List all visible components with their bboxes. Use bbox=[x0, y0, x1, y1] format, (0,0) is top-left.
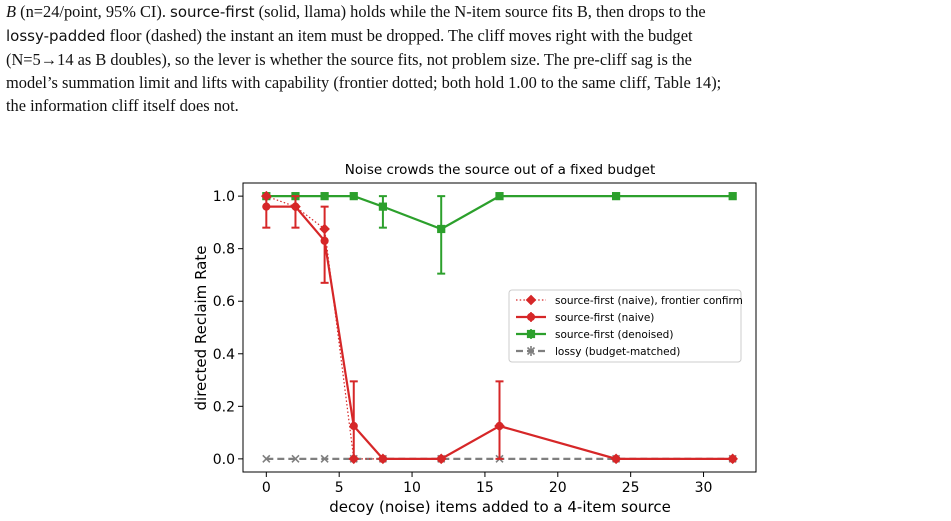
caption-line-2: lossy-padded floor (dashed) the instant … bbox=[6, 24, 946, 48]
legend-entry-label: lossy (budget-matched) bbox=[555, 346, 680, 358]
marker-stroke bbox=[262, 454, 271, 463]
caption-text: B bbox=[6, 2, 17, 21]
data-point bbox=[349, 192, 358, 201]
data-point bbox=[611, 192, 621, 201]
legend-swatch-marker bbox=[526, 312, 536, 322]
series-line bbox=[266, 195, 733, 231]
data-point bbox=[349, 421, 358, 431]
marker-stroke bbox=[320, 454, 329, 463]
data-point bbox=[261, 190, 272, 202]
x-tick-label: 0 bbox=[262, 480, 271, 496]
data-point bbox=[290, 201, 301, 212]
caption-line-1: B (n=24/point, 95% CI). source-first (so… bbox=[6, 0, 946, 24]
data-point bbox=[435, 453, 447, 465]
data-point bbox=[437, 224, 446, 234]
data-point bbox=[377, 453, 389, 465]
marker-stroke bbox=[526, 346, 536, 356]
legend-swatch-marker bbox=[526, 346, 536, 356]
caption-text: (solid, llama) holds while the N-item so… bbox=[254, 2, 706, 21]
marker-stroke bbox=[291, 454, 300, 463]
data-point bbox=[378, 202, 388, 211]
data-point bbox=[320, 192, 329, 201]
chart-title: Noise crowds the source out of a fixed b… bbox=[345, 162, 656, 178]
legend-box bbox=[508, 289, 742, 363]
data-point bbox=[727, 453, 738, 465]
y-tick-label: 0.2 bbox=[213, 399, 235, 415]
axes-frame bbox=[242, 182, 757, 473]
y-tick-label: 0.4 bbox=[213, 347, 235, 363]
data-point bbox=[319, 223, 330, 235]
legend-swatch-marker bbox=[525, 294, 537, 306]
term-source-first: source-first bbox=[170, 3, 255, 21]
y-axis-label: directed Reclaim Rate bbox=[192, 246, 210, 411]
caption-text: (n=24/point, 95% CI). bbox=[16, 2, 171, 21]
x-tick-label: 20 bbox=[549, 480, 567, 496]
y-tick-label: 1.0 bbox=[213, 189, 235, 205]
x-tick-label: 15 bbox=[476, 480, 494, 496]
data-point bbox=[262, 202, 271, 211]
data-point bbox=[320, 236, 329, 245]
caption-text: floor (dashed) the instant an item must … bbox=[105, 26, 693, 45]
figure-caption: B (n=24/point, 95% CI). source-first (so… bbox=[6, 0, 946, 117]
y-tick-label: 0.8 bbox=[213, 242, 235, 258]
x-tick-label: 10 bbox=[403, 480, 421, 496]
data-point bbox=[610, 453, 622, 465]
data-point bbox=[262, 454, 271, 463]
data-point bbox=[495, 192, 504, 201]
data-point bbox=[348, 453, 360, 465]
data-point bbox=[728, 192, 737, 201]
series-2 bbox=[262, 192, 737, 275]
term-lossy-padded: lossy-padded bbox=[6, 27, 106, 45]
legend: source-first (naive), frontier confirm so… bbox=[508, 289, 743, 363]
caption-line-5: the information cliff itself does not. bbox=[6, 96, 239, 115]
x-tick-label: 30 bbox=[695, 480, 713, 496]
x-tick-label: 25 bbox=[622, 480, 640, 496]
series-0 bbox=[261, 190, 738, 465]
plot-area: 0 5 10 15 20 25 30 0.0 0.2 0.4 0.6 0.8 1.0 bbox=[213, 182, 757, 496]
y-tick-label: 0.0 bbox=[213, 452, 235, 468]
legend-entry-label: source-first (denoised) bbox=[555, 329, 673, 341]
data-point bbox=[320, 454, 329, 463]
data-point bbox=[291, 454, 300, 463]
x-axis-label: decoy (noise) items added to a 4-item so… bbox=[329, 498, 671, 516]
x-tick-label: 5 bbox=[335, 480, 344, 496]
caption-line-3: (N=5→14 as B doubles), so the lever is w… bbox=[6, 50, 692, 69]
caption-line-4: model’s summation limit and lifts with c… bbox=[6, 73, 722, 92]
y-tick-label: 0.6 bbox=[213, 294, 235, 310]
legend-swatch-marker bbox=[526, 329, 536, 339]
data-point bbox=[494, 420, 505, 432]
legend-entry-label: source-first (naive) bbox=[555, 312, 654, 324]
legend-entry-label: source-first (naive), frontier confirm bbox=[555, 295, 743, 307]
